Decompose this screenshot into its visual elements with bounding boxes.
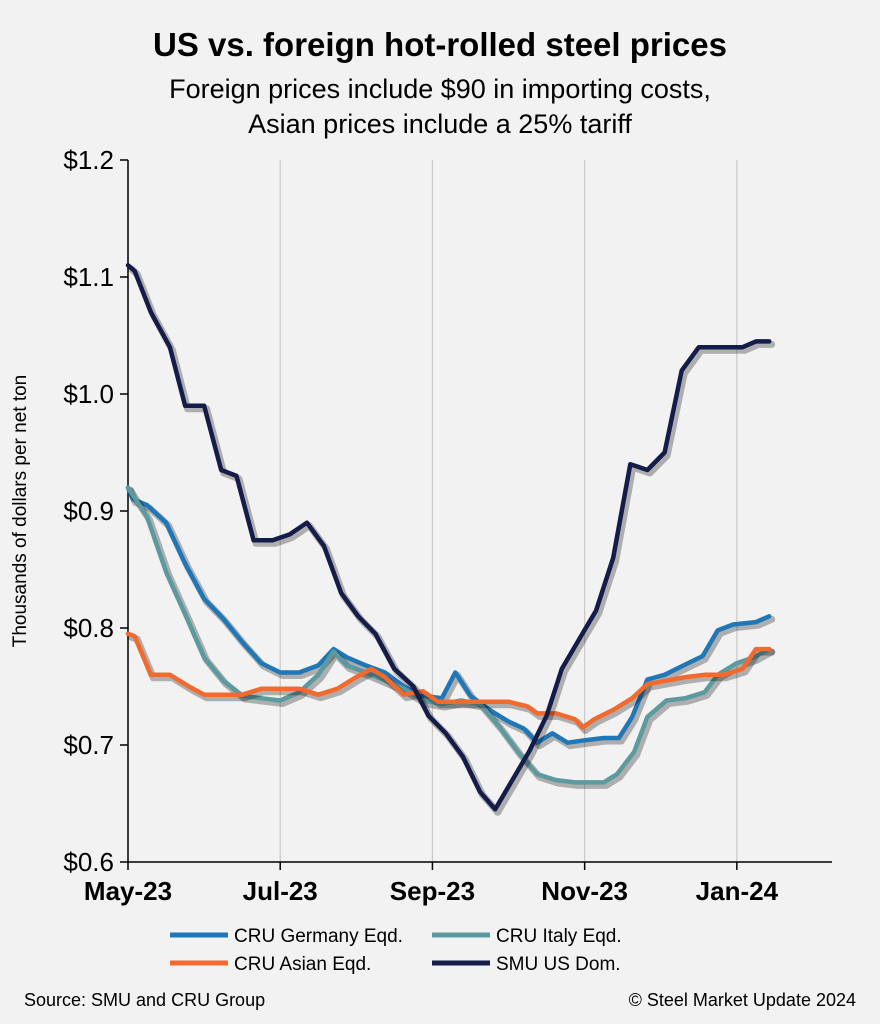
y-tick-label-2: $0.8 (63, 613, 114, 643)
y-tick-label-3: $0.9 (63, 496, 114, 526)
series-line-3 (125, 263, 772, 812)
legend-label-2: CRU Asian Eqd. (234, 954, 371, 975)
line-chart: $0.6 $0.7 $0.8 $0.9 $1.0 $1.1 $1.2 May-23 Jul-23… (10, 145, 832, 975)
y-tick-label-4: $1.0 (63, 379, 114, 409)
y-axis-label: Thousands of dollars per net ton (10, 375, 31, 648)
x-tick-label-0: May-23 (84, 876, 172, 906)
y-tick-label-0: $0.6 (63, 847, 114, 877)
legend-label-3: SMU US Dom. (496, 954, 621, 975)
subtitle-line-1: Foreign prices include $90 in importing … (169, 74, 711, 104)
y-tick-label-5: $1.1 (63, 262, 114, 292)
legend-label-0: CRU Germany Eqd. (234, 926, 403, 947)
x-tick-label-2: Sep-23 (390, 876, 475, 906)
x-tick-label-1: Jul-23 (243, 876, 318, 906)
x-tick-label-3: Nov-23 (541, 876, 628, 906)
x-tick-label-4: Jan-24 (696, 876, 779, 906)
series-line-0 (125, 485, 772, 745)
y-tick-label-1: $0.7 (63, 730, 114, 760)
subtitle-line-2: Asian prices include a 25% tariff (248, 109, 632, 139)
y-tick-label-6: $1.2 (63, 145, 114, 175)
series-shadow-3 (127, 264, 776, 816)
series-line-2 (125, 631, 772, 730)
copyright-note: © Steel Market Update 2024 (628, 990, 856, 1010)
chart-title: US vs. foreign hot-rolled steel prices (153, 26, 727, 63)
series-shadow-2 (127, 633, 776, 734)
legend-label-1: CRU Italy Eqd. (496, 926, 622, 947)
source-note: Source: SMU and CRU Group (24, 990, 266, 1010)
chart-subtitle: Foreign prices include $90 in importing … (0, 72, 880, 142)
